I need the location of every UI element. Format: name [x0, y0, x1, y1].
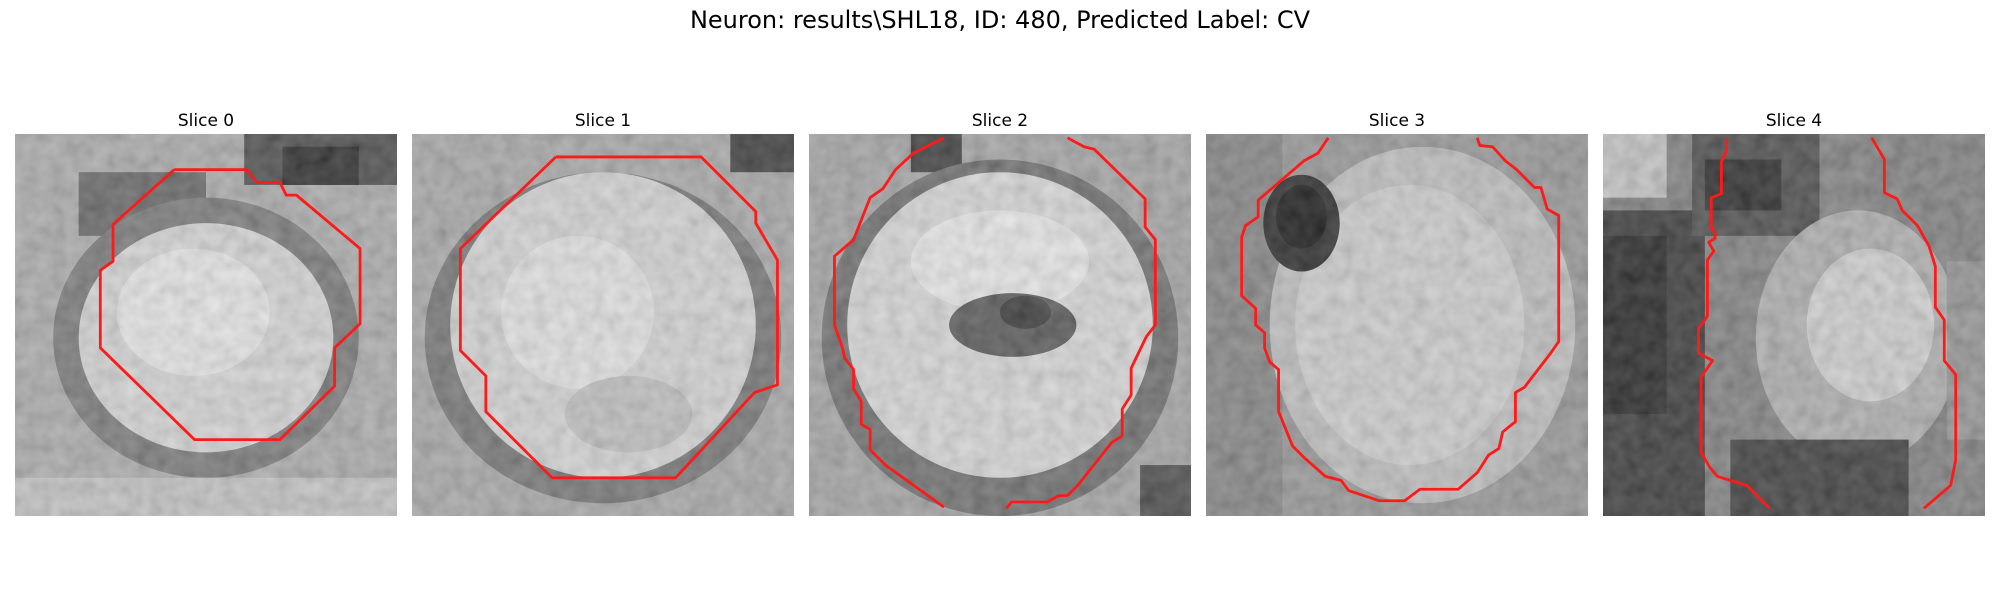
slice-panel-3: Slice 3 — [1206, 108, 1588, 516]
slice-title-4: Slice 4 — [1765, 111, 1823, 131]
cell-contour-1 — [458, 155, 779, 480]
cell-contour-6 — [1870, 137, 1958, 510]
cell-contour-2 — [833, 136, 945, 509]
slice-image-0 — [15, 134, 397, 516]
slice-title-3: Slice 3 — [1368, 111, 1426, 131]
slice-title-1: Slice 1 — [574, 111, 632, 131]
cell-contour-3 — [1005, 136, 1157, 510]
cell-contour-5 — [1697, 137, 1771, 510]
slice-panel-0: Slice 0 — [15, 108, 397, 516]
slice-title-0: Slice 0 — [177, 111, 235, 131]
slice-panel-1: Slice 1 — [412, 108, 794, 516]
slice-title-2: Slice 2 — [971, 111, 1029, 131]
slice-panel-2: Slice 2 — [809, 108, 1191, 516]
cell-contour-0 — [98, 168, 362, 442]
slice-image-2 — [809, 134, 1191, 516]
slice-image-3 — [1206, 134, 1588, 516]
slice-image-1 — [412, 134, 794, 516]
cell-contour-4 — [1240, 137, 1561, 503]
figure-title: Neuron: results\SHL18, ID: 480, Predicte… — [689, 6, 1311, 34]
slice-panel-4: Slice 4 — [1603, 108, 1985, 516]
slice-image-4 — [1603, 134, 1985, 516]
